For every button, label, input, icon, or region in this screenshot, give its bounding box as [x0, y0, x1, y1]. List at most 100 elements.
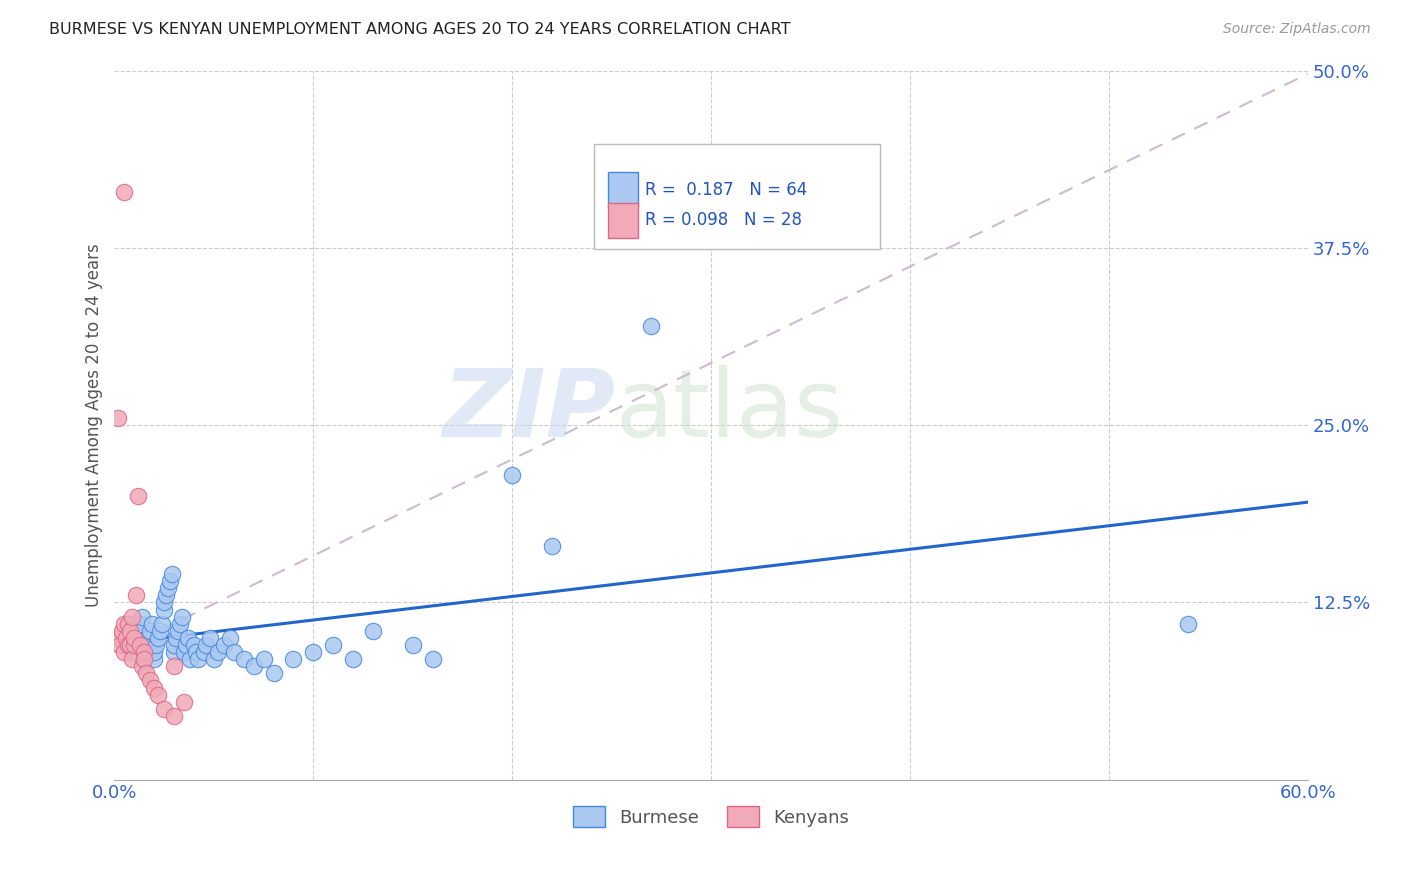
Y-axis label: Unemployment Among Ages 20 to 24 years: Unemployment Among Ages 20 to 24 years	[86, 244, 103, 607]
Point	[134, 645, 156, 659]
Text: Source: ZipAtlas.com: Source: ZipAtlas.com	[1223, 22, 1371, 37]
Text: R = 0.098   N = 28: R = 0.098 N = 28	[645, 211, 803, 229]
Text: R =  0.187   N = 64: R = 0.187 N = 64	[645, 180, 807, 199]
Point	[117, 631, 139, 645]
Legend: Burmese, Kenyans: Burmese, Kenyans	[565, 799, 856, 834]
Point	[112, 185, 135, 199]
Point	[157, 582, 180, 596]
Point	[202, 652, 225, 666]
Point	[125, 631, 148, 645]
Text: atlas: atlas	[616, 365, 844, 458]
Point	[302, 645, 325, 659]
Point	[136, 631, 159, 645]
Point	[198, 631, 221, 645]
Point	[120, 638, 142, 652]
Point	[124, 645, 146, 659]
Point	[112, 638, 135, 652]
Point	[179, 652, 201, 666]
Point	[120, 624, 142, 638]
Point	[167, 624, 190, 638]
Point	[541, 539, 564, 553]
Point	[184, 645, 207, 659]
Point	[146, 688, 169, 702]
Point	[127, 624, 149, 638]
Point	[141, 616, 163, 631]
Point	[232, 652, 254, 666]
Point	[218, 631, 240, 645]
Point	[640, 319, 662, 334]
Point	[131, 609, 153, 624]
Point	[124, 638, 146, 652]
Point	[402, 638, 425, 652]
Point	[322, 638, 344, 652]
Point	[143, 652, 166, 666]
Point	[422, 652, 444, 666]
Text: ZIP: ZIP	[443, 365, 616, 458]
Point	[150, 616, 173, 631]
Point	[117, 616, 139, 631]
Point	[139, 673, 162, 688]
Point	[160, 567, 183, 582]
Point	[134, 652, 156, 666]
Point	[169, 616, 191, 631]
Point	[143, 681, 166, 695]
Point	[153, 702, 176, 716]
Point	[163, 659, 186, 673]
Point	[155, 588, 177, 602]
Point	[107, 631, 129, 645]
Point	[212, 638, 235, 652]
Point	[134, 645, 156, 659]
Point	[159, 574, 181, 589]
Point	[163, 645, 186, 659]
Text: BURMESE VS KENYAN UNEMPLOYMENT AMONG AGES 20 TO 24 YEARS CORRELATION CHART: BURMESE VS KENYAN UNEMPLOYMENT AMONG AGE…	[49, 22, 790, 37]
Point	[110, 638, 132, 652]
Point	[153, 595, 176, 609]
Point	[194, 638, 217, 652]
Point	[131, 659, 153, 673]
Point	[135, 638, 157, 652]
Point	[222, 645, 245, 659]
Point	[153, 602, 176, 616]
Point	[183, 638, 205, 652]
Point	[120, 624, 142, 638]
Point	[121, 609, 143, 624]
Point	[1177, 616, 1199, 631]
Point	[361, 624, 384, 638]
Point	[129, 638, 152, 652]
Point	[124, 631, 146, 645]
Point	[143, 645, 166, 659]
Point	[174, 638, 197, 652]
Point	[207, 645, 229, 659]
Point	[146, 631, 169, 645]
Point	[170, 609, 193, 624]
Point	[124, 638, 146, 652]
Point	[177, 631, 200, 645]
Point	[127, 489, 149, 503]
Point	[115, 631, 138, 645]
Point	[112, 616, 135, 631]
Point	[163, 709, 186, 723]
Point	[173, 645, 195, 659]
Point	[342, 652, 364, 666]
Point	[145, 638, 167, 652]
Point	[252, 652, 274, 666]
Point	[149, 624, 172, 638]
Point	[283, 652, 305, 666]
Point	[193, 645, 215, 659]
Point	[117, 638, 139, 652]
Point	[163, 638, 186, 652]
Point	[121, 616, 143, 631]
Point	[129, 616, 152, 631]
Point	[187, 652, 209, 666]
Point	[107, 411, 129, 425]
Point	[125, 588, 148, 602]
Point	[242, 659, 264, 673]
Point	[139, 624, 162, 638]
Point	[263, 666, 285, 681]
Point	[135, 666, 157, 681]
Point	[111, 624, 134, 638]
Point	[501, 467, 523, 482]
Point	[121, 652, 143, 666]
Point	[112, 645, 135, 659]
Point	[134, 652, 156, 666]
